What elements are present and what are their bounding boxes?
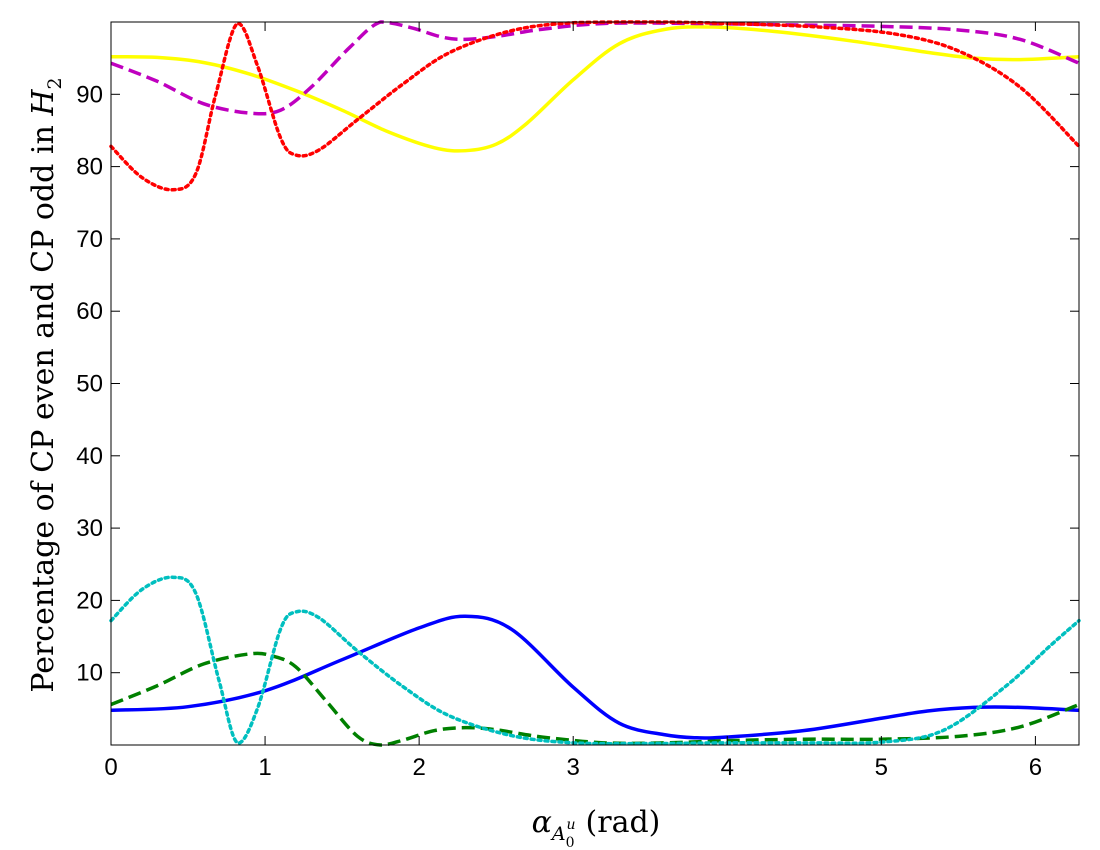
x-tick-label: 6 bbox=[1029, 754, 1042, 781]
x-tick-label: 5 bbox=[875, 754, 888, 781]
x-tick-label: 0 bbox=[104, 754, 117, 781]
y-tick-label: 30 bbox=[76, 515, 103, 542]
series-line-5 bbox=[110, 20, 1080, 116]
y-tick-label: 10 bbox=[76, 660, 103, 687]
y-tick-label: 80 bbox=[76, 154, 103, 181]
x-label-alpha: α bbox=[532, 805, 552, 840]
series-line-1 bbox=[110, 614, 1080, 740]
series-line-6 bbox=[109, 20, 1081, 192]
y-label-var: H bbox=[26, 89, 61, 117]
y-axis-label: Percentage of CP even and CP odd in H2 bbox=[26, 77, 66, 692]
y-tick-label: 50 bbox=[76, 371, 103, 398]
x-axis-label: αA0 u (rad) bbox=[532, 805, 661, 850]
x-tick-label: 4 bbox=[721, 754, 734, 781]
plot-frame bbox=[110, 21, 1080, 746]
series-line-3 bbox=[109, 575, 1081, 746]
y-tick-label: 90 bbox=[76, 81, 103, 108]
series-line-4 bbox=[110, 25, 1080, 153]
y-label-main: Percentage of CP even and CP odd in bbox=[26, 116, 61, 693]
x-tick-label: 1 bbox=[258, 754, 271, 781]
y-label-sub: 2 bbox=[44, 77, 66, 89]
series-layer bbox=[109, 20, 1081, 747]
x-label-sub-sub: 0 bbox=[566, 835, 575, 850]
x-tick-label: 3 bbox=[567, 754, 580, 781]
x-label-sub-sup: u bbox=[567, 817, 576, 833]
x-label-unit: (rad) bbox=[586, 805, 661, 840]
x-label-sub: A bbox=[550, 823, 566, 845]
y-tick-label: 60 bbox=[76, 298, 103, 325]
tick-layer: 0 1 2 3 4 5 6 10 20 30 40 50 60 70 80 90 bbox=[76, 22, 1079, 781]
y-tick-label: 40 bbox=[76, 443, 103, 470]
y-tick-label: 70 bbox=[76, 226, 103, 253]
y-tick-label: 20 bbox=[76, 587, 103, 614]
x-tick-label: 2 bbox=[412, 754, 425, 781]
series-line-2 bbox=[110, 651, 1080, 747]
